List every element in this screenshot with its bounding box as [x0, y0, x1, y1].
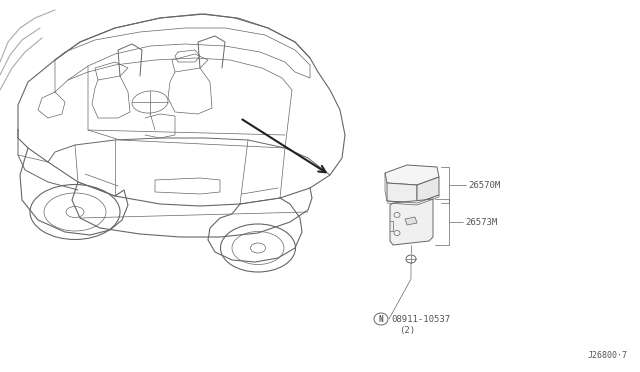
Polygon shape	[390, 199, 433, 245]
Text: 26573M: 26573M	[465, 218, 497, 227]
Ellipse shape	[374, 313, 388, 325]
Text: 26570M: 26570M	[468, 180, 500, 189]
Text: (2): (2)	[399, 327, 415, 336]
Polygon shape	[417, 177, 439, 203]
Text: J26800·7: J26800·7	[588, 351, 628, 360]
Polygon shape	[387, 183, 417, 203]
Ellipse shape	[406, 255, 416, 263]
Polygon shape	[405, 217, 417, 225]
Text: 08911-10537: 08911-10537	[391, 314, 450, 324]
Text: N: N	[379, 314, 383, 324]
Polygon shape	[385, 165, 439, 185]
